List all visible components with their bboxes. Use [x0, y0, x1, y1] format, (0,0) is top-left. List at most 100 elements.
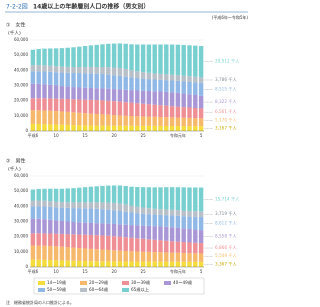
- bar-segment: [135, 213, 140, 226]
- bar-segment: [106, 209, 111, 224]
- panel-title: ② 男性: [6, 158, 25, 165]
- y-tick-label: 50,000: [14, 188, 28, 193]
- bar-segment: [129, 102, 134, 117]
- bar-segment: [117, 43, 123, 69]
- bar-segment: [198, 261, 204, 267]
- bar-segment: [193, 242, 198, 254]
- bar-segment: [77, 112, 82, 126]
- bar-segment: [100, 202, 105, 210]
- bar-segment: [59, 246, 65, 261]
- bar-segment: [152, 44, 157, 74]
- bar-segment: [123, 43, 128, 69]
- bar-segment: [88, 73, 94, 89]
- bar-segment: [53, 246, 59, 261]
- legend-swatch: [164, 281, 171, 285]
- bar-segment: [48, 245, 53, 261]
- bar-segment: [123, 211, 128, 225]
- x-tick-label: 令和元年: [170, 132, 186, 138]
- bar-segment: [42, 219, 47, 234]
- bar-segment: [59, 207, 65, 222]
- bar-segment: [65, 72, 70, 87]
- bar-segment: [152, 226, 157, 240]
- bar-segment: [198, 77, 204, 83]
- bar-segment: [158, 79, 163, 92]
- bar-segment: [48, 260, 53, 267]
- bar-segment: [117, 115, 123, 126]
- bar-segment: [175, 227, 181, 242]
- bar-segment: [146, 225, 152, 240]
- footnote: 注 総務省統計局の人口推計による。: [6, 299, 74, 305]
- bar-segment: [193, 82, 198, 95]
- bar-segment: [36, 83, 41, 99]
- bar-segment: [42, 98, 47, 111]
- bar-segment: [140, 116, 146, 126]
- bar-segment: [117, 89, 123, 102]
- bar-segment: [198, 108, 204, 119]
- bar-segment: [158, 44, 163, 74]
- bar-segment: [111, 75, 117, 90]
- value-label: 6,866 千人: [215, 244, 238, 251]
- bar-segment: [140, 187, 146, 208]
- bar-segment: [65, 111, 70, 125]
- bar-segment: [36, 245, 41, 260]
- bar-segment: [117, 75, 123, 90]
- bar-segment: [175, 261, 181, 267]
- legend-swatch: [38, 288, 45, 292]
- y-axis-label: (千人): [8, 166, 21, 173]
- bar-segment: [140, 44, 146, 73]
- bar-segment: [169, 74, 175, 81]
- bar-segment: [129, 225, 134, 238]
- bar-segment: [135, 238, 140, 252]
- bar-segment: [82, 73, 88, 88]
- bar-segment: [111, 115, 117, 126]
- y-tick-label: 50,000: [14, 52, 28, 57]
- legend-swatch: [122, 288, 129, 292]
- bar-segment: [175, 252, 181, 262]
- bar-segment: [181, 187, 186, 211]
- bar-segment: [152, 208, 157, 215]
- bar-segment: [129, 186, 134, 206]
- bar-segment: [94, 66, 99, 74]
- bar-segment: [94, 235, 99, 250]
- bar-segment: [169, 125, 175, 131]
- bar-segment: [169, 261, 175, 267]
- bar-segment: [117, 68, 123, 76]
- bar-segment: [94, 114, 99, 126]
- bar-segment: [53, 207, 59, 221]
- bar-segment: [169, 209, 175, 216]
- bar-segment: [65, 86, 70, 99]
- bar-segment: [71, 125, 76, 131]
- bar-segment: [65, 124, 70, 131]
- bar-segment: [82, 222, 88, 235]
- bar-segment: [129, 70, 134, 78]
- bar-segment: [140, 125, 146, 131]
- bar-segment: [30, 245, 36, 260]
- figure-number: 7-2-2図: [6, 4, 28, 11]
- bar-segment: [42, 110, 47, 125]
- bar-segment: [94, 261, 99, 267]
- bar-segment: [169, 227, 175, 242]
- x-tick-label: 平成6: [28, 132, 39, 138]
- bar-segment: [71, 47, 76, 67]
- bar-segment: [53, 220, 59, 234]
- bar-segment: [181, 93, 186, 108]
- bar-segment: [135, 206, 140, 214]
- bar-segment: [117, 261, 123, 267]
- bar-segment: [123, 224, 128, 238]
- bar-segment: [106, 185, 111, 203]
- bar-segment: [123, 261, 128, 267]
- bar-segment: [94, 44, 99, 67]
- bar-segment: [94, 73, 99, 89]
- x-tick-label: 15: [83, 269, 89, 274]
- bar-segment: [71, 66, 76, 73]
- bar-segment: [181, 126, 186, 131]
- bar-segment: [59, 48, 65, 67]
- bar-segment: [169, 187, 175, 210]
- bar-segment: [175, 92, 181, 107]
- bar-segment: [198, 126, 204, 131]
- bar-segment: [71, 234, 76, 248]
- bar-segment: [117, 210, 123, 225]
- bar-segment: [59, 124, 65, 131]
- panel-title: ① 女性: [6, 22, 25, 29]
- bar-segment: [198, 230, 204, 244]
